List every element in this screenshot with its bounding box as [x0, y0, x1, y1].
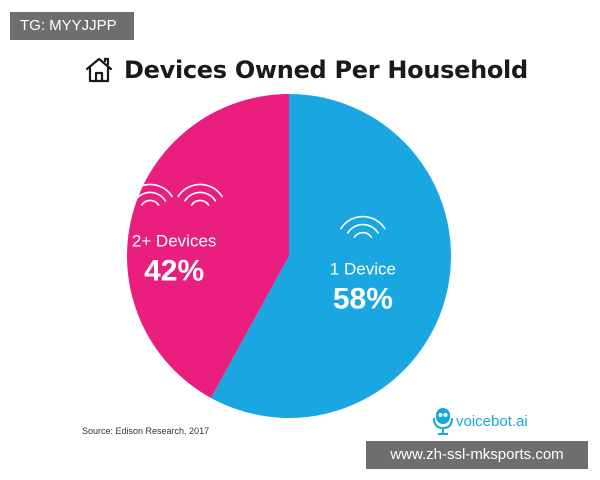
tag-label: TG: MYYJJPP [10, 12, 134, 40]
house-icon [85, 57, 113, 83]
signal-arc-1 [134, 191, 167, 202]
pie-slice-2 [127, 94, 290, 398]
logo-text: voicebot.ai [456, 412, 528, 430]
slice-label-1: 1 Device [330, 260, 396, 279]
slice-label-2: 2+ Devices [132, 231, 217, 250]
signal-arc-1 [346, 223, 379, 234]
chart-title: Devices Owned Per Household [124, 56, 528, 84]
signal-arc-2 [177, 183, 223, 198]
signal-arc-0 [353, 231, 373, 239]
slice-labels: 1 Device 58% 2+ Devices 42% [132, 231, 396, 315]
slice-value-2: 42% [144, 254, 204, 287]
wifi-signal-icon-right [177, 183, 223, 206]
signal-arc-1 [184, 191, 217, 202]
voicebot-logo: voicebot.ai [432, 406, 528, 436]
source-note: Source: Edison Research, 2017 [82, 426, 210, 436]
slice-icons [127, 183, 386, 239]
slice-value-1: 58% [333, 283, 393, 316]
pie-slice-1 [210, 94, 452, 418]
signal-arc-2 [340, 215, 386, 230]
wifi-signal-icon [340, 215, 386, 239]
signal-arc-2 [127, 183, 173, 198]
signal-arc-0 [190, 199, 210, 206]
microphone-robot-icon [433, 408, 453, 435]
signal-arc-0 [140, 199, 160, 206]
chart-header: Devices Owned Per Household [84, 50, 528, 90]
wifi-signal-icon-left [127, 183, 173, 206]
pie-slices [127, 94, 452, 418]
watermark-label: www.zh-ssl-mksports.com [366, 441, 588, 469]
